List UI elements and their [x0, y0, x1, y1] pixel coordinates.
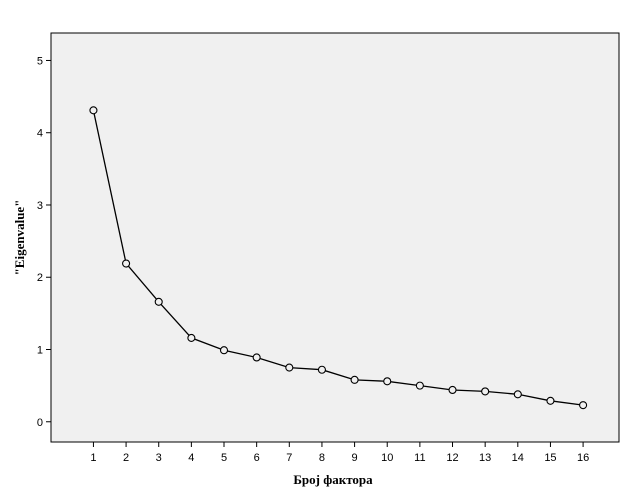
- data-point: [383, 377, 392, 386]
- y-tick-label: 3: [37, 200, 43, 212]
- data-point: [481, 387, 490, 396]
- x-tick-label: 14: [512, 452, 524, 464]
- data-point: [219, 346, 229, 355]
- data-point: [415, 381, 424, 390]
- x-tick-label: 6: [254, 452, 260, 464]
- x-tick-label: 3: [156, 452, 162, 464]
- x-tick-label: 11: [414, 452, 425, 464]
- x-tick-label: 10: [381, 452, 393, 464]
- data-point: [546, 396, 555, 405]
- x-tick-label: 16: [577, 452, 589, 464]
- series-line: [92, 110, 584, 406]
- x-tick-label: 12: [446, 452, 458, 464]
- y-tick-label: 0: [37, 417, 43, 429]
- x-tick-label: 2: [123, 452, 129, 464]
- y-tick-label: 4: [37, 128, 43, 140]
- data-point: [350, 375, 359, 384]
- plot-area: [50, 32, 620, 443]
- x-tick-label: 8: [319, 452, 325, 464]
- y-tick-label: 1: [37, 345, 43, 357]
- data-point: [317, 365, 326, 374]
- x-tick-label: 4: [188, 452, 194, 464]
- data-point: [122, 259, 131, 268]
- x-axis: 1 2 3 4 5 6 7 8 9 10 11 12 13 14 15 16: [90, 442, 589, 464]
- x-axis-title: Број фактора: [293, 472, 373, 487]
- data-point: [285, 363, 294, 372]
- x-tick-label: 13: [479, 452, 491, 464]
- x-tick-label: 1: [90, 452, 96, 464]
- data-point: [154, 297, 163, 306]
- data-point: [187, 333, 196, 342]
- data-point: [513, 390, 522, 399]
- y-tick-label: 2: [37, 272, 43, 284]
- data-point: [89, 106, 98, 115]
- data-point: [579, 401, 588, 410]
- x-tick-label: 15: [544, 452, 556, 464]
- x-tick-label: 7: [286, 452, 292, 464]
- y-tick-label: 5: [37, 55, 43, 67]
- data-markers: [89, 106, 588, 410]
- x-tick-label: 5: [221, 452, 227, 464]
- data-point: [252, 353, 261, 362]
- y-axis-title: "Eigenvalue": [12, 200, 27, 276]
- y-axis: 0 1 2 3 4 5: [37, 55, 51, 429]
- data-point: [448, 385, 457, 395]
- x-tick-label: 9: [352, 452, 358, 464]
